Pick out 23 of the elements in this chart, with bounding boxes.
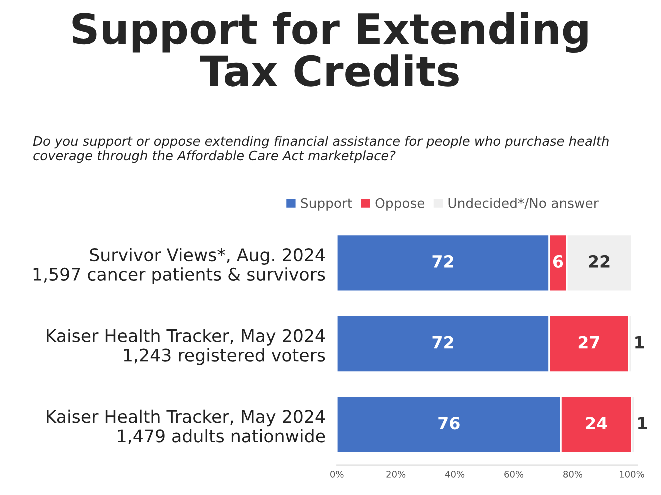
legend-label: Support [301,198,352,211]
x-tick-label: 100% [620,471,644,478]
x-tick-label: 40% [445,471,465,478]
data-label: 6 [553,255,564,268]
y-tick-label: Kaiser Health Tracker, May 2024 1,243 registered voters [47,329,326,366]
legend-label: Oppose [376,198,425,211]
data-label: 72 [432,255,454,268]
data-label: 1 [636,336,644,349]
data-label: 76 [438,417,460,430]
x-tick-label: 80% [564,471,583,478]
y-tick-label: Survivor Views*, Aug. 2024 1,597 cancer patients & survivors [34,248,326,284]
x-tick-label: 0% [330,471,344,478]
data-label: 72 [432,336,454,349]
data-label: 24 [586,417,608,430]
chart-subtitle: Do you support or oppose extending financial assistance for people who purchase health coverage through the Affordable Care Act marketplace? [33,136,609,164]
legend-label: Undecided*/No answer [448,198,599,210]
data-label: 22 [589,255,610,268]
data-label: 27 [578,336,600,349]
y-tick-label: Kaiser Health Tracker, May 2024 1,479 adults nationwide [47,410,326,445]
x-tick-label: 60% [504,471,524,478]
chart-title: Support for Extending Tax Credits [72,12,588,87]
data-label: 1 [638,417,648,430]
x-tick-label: 20% [386,471,406,478]
